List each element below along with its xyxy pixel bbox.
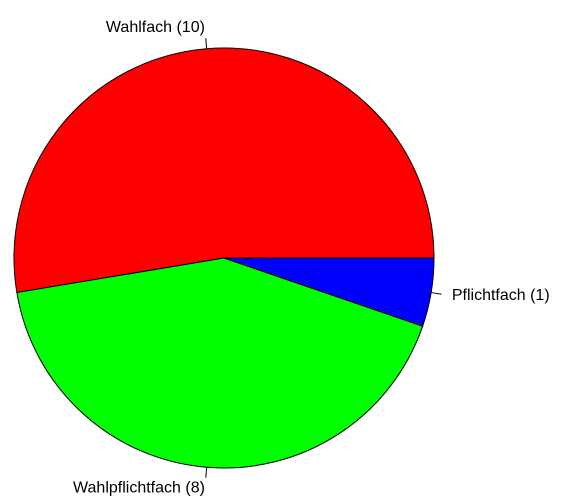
slice-label: Wahlfach (10) [106, 19, 205, 36]
pie-slice [13, 47, 435, 294]
label-tick [205, 467, 208, 478]
label-tick [431, 292, 442, 295]
pie-slice [16, 257, 424, 469]
label-tick [205, 38, 208, 49]
slice-label: Pflichtfach (1) [452, 287, 550, 304]
slice-label: Wahlpflichtfach (8) [73, 479, 205, 496]
